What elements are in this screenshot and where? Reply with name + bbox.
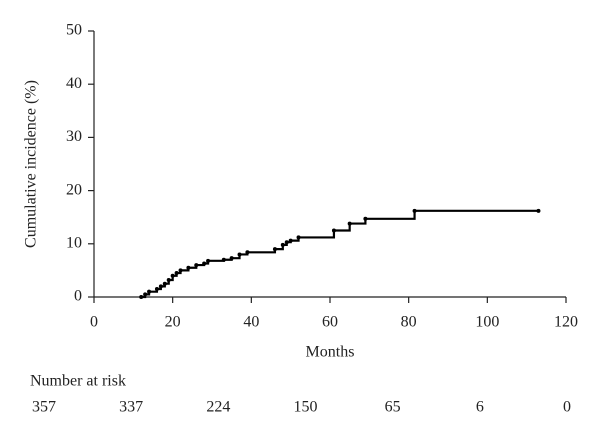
censor-mark — [536, 208, 541, 213]
censor-mark — [229, 256, 234, 261]
censor-mark — [162, 281, 167, 286]
x-tick-label: 0 — [90, 314, 98, 331]
censor-mark — [412, 208, 417, 213]
risk-value: 224 — [206, 399, 230, 416]
censor-mark — [158, 284, 163, 289]
censor-mark — [202, 261, 207, 266]
censor-mark — [178, 268, 183, 273]
y-tick-label: 10 — [66, 234, 82, 251]
y-tick-label: 30 — [66, 128, 82, 145]
censor-mark — [272, 247, 277, 252]
censor-mark — [139, 295, 144, 299]
x-tick-label: 60 — [322, 314, 338, 331]
x-axis-label: Months — [306, 344, 355, 361]
y-tick-label: 50 — [66, 22, 82, 39]
y-tick-label: 0 — [74, 288, 82, 305]
censor-mark — [170, 273, 175, 278]
x-tick-label: 120 — [554, 314, 578, 331]
censor-mark — [186, 265, 191, 270]
censor-mark — [245, 250, 250, 255]
censor-mark — [221, 257, 226, 262]
censor-mark — [147, 289, 152, 294]
x-tick-label: 80 — [401, 314, 417, 331]
risk-value: 357 — [32, 399, 56, 416]
censor-mark — [174, 271, 179, 276]
y-tick-label: 40 — [66, 75, 82, 92]
censor-mark — [154, 287, 159, 292]
censor-mark — [331, 228, 336, 233]
censor-mark — [143, 292, 148, 297]
censor-mark — [347, 221, 352, 226]
censor-mark — [206, 258, 211, 263]
risk-value: 65 — [385, 399, 401, 416]
incidence-line — [141, 209, 539, 299]
censor-mark — [166, 277, 171, 282]
censor-mark — [284, 240, 289, 245]
censor-mark — [363, 216, 368, 221]
censor-mark — [288, 238, 293, 243]
x-tick-label: 100 — [475, 314, 499, 331]
censor-mark — [296, 235, 301, 240]
x-tick-label: 40 — [243, 314, 259, 331]
x-tick-label: 20 — [165, 314, 181, 331]
risk-value: 6 — [476, 399, 484, 416]
censor-mark — [237, 252, 242, 257]
y-axis-label: Cumulative incidence (%) — [23, 80, 40, 248]
censor-mark — [280, 242, 285, 247]
censor-mark — [194, 263, 199, 268]
risk-table-title: Number at risk — [30, 373, 126, 390]
risk-value: 337 — [119, 399, 143, 416]
risk-value: 150 — [294, 399, 318, 416]
risk-value: 0 — [563, 399, 571, 416]
y-tick-label: 20 — [66, 181, 82, 198]
